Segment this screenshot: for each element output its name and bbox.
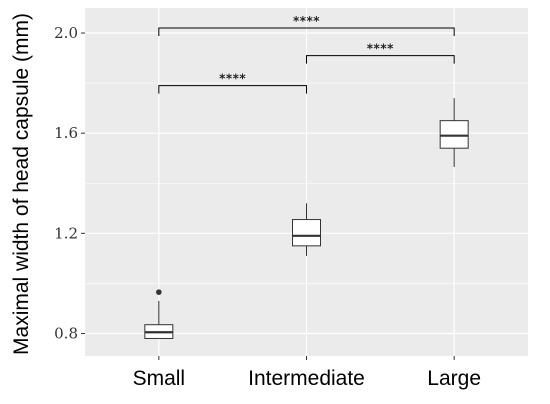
significance-brackets: **** **** ****	[158, 14, 455, 94]
x-tick-label: Small	[133, 367, 186, 390]
iqr-box	[292, 219, 321, 247]
box-large	[439, 98, 469, 167]
y-tick-label: 1.6	[54, 124, 78, 142]
y-axis: 0.8 1.2 1.6 2.0	[54, 24, 85, 342]
y-tick-label: 2.0	[54, 24, 78, 42]
comparison-bracket: ****	[158, 72, 307, 94]
y-tick-label: 1.2	[54, 224, 78, 242]
box-intermediate	[292, 203, 321, 256]
comparison-bracket: ****	[158, 14, 455, 37]
outlier-point	[156, 289, 162, 295]
x-tick-label: Intermediate	[248, 367, 365, 390]
iqr-box	[439, 120, 469, 149]
bracket-line	[306, 55, 455, 64]
bracket-line	[158, 27, 455, 37]
significance-label: ****	[293, 14, 320, 28]
bracket-line	[158, 85, 307, 94]
x-axis: Small Intermediate Large	[133, 356, 481, 390]
x-tick-label: Large	[427, 367, 481, 390]
comparison-bracket: ****	[306, 42, 455, 64]
significance-label: ****	[367, 42, 394, 56]
significance-label: ****	[219, 72, 246, 86]
y-axis-label: Maximal width of head capsule (mm)	[10, 13, 33, 355]
box-small	[144, 289, 174, 339]
boxes-layer	[144, 98, 469, 339]
y-tick-label: 0.8	[54, 324, 78, 342]
